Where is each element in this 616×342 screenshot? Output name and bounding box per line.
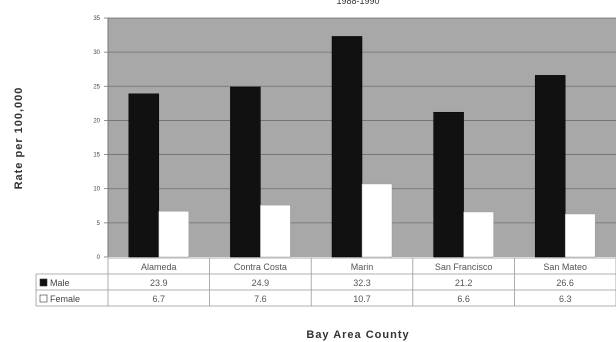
y-axis-ticks: 0 5 10 15 20 25 30 35 [93,16,108,261]
chart-title: 1988-1990 [336,0,379,6]
bar-male-alameda [128,93,160,258]
data-label-male: 26.6 [556,278,574,288]
bar-male-san-francisco [433,111,464,258]
y-tick-label: 15 [93,153,100,159]
legend-label-female: Female [50,294,80,304]
bar-male-marin [331,36,363,258]
data-label-female: 6.6 [457,294,470,304]
category-label: Marin [351,262,374,272]
bar-female-san-francisco [463,211,494,258]
bar-female-contra-costa [260,204,291,258]
y-tick-label: 20 [93,118,100,124]
y-tick-label: 25 [93,84,100,90]
category-label: Contra Costa [234,262,287,272]
bar-female-san-mateo [564,213,596,258]
y-tick-label: 30 [93,50,100,56]
y-axis-label: Rate per 100,000 [13,87,25,190]
bar-male-san-mateo [534,75,566,258]
data-label-male: 32.3 [353,278,371,288]
data-label-male: 24.9 [252,278,270,288]
bar-male-contra-costa [230,86,261,258]
y-tick-label: 0 [97,255,101,261]
data-label-female: 6.7 [153,294,166,304]
data-label-female: 10.7 [353,294,371,304]
y-tick-label: 10 [93,187,100,193]
legend-swatch-male [39,278,48,287]
data-label-male: 23.9 [150,278,168,288]
data-table: Alameda Contra Costa Marin San Francisco San… [35,257,616,307]
y-tick-label: 5 [97,221,101,227]
category-label: San Mateo [543,262,587,272]
x-axis-label: Bay Area County [306,329,409,341]
data-label-female: 7.6 [254,294,267,304]
category-label: San Francisco [435,262,493,272]
bar-female-alameda [158,210,190,258]
legend-label-male: Male [50,278,70,288]
bar-female-marin [361,183,393,258]
legend-swatch-female [39,294,48,303]
category-label: Alameda [141,262,177,272]
bars [128,36,596,258]
data-label-male: 21.2 [455,278,473,288]
data-label-female: 6.3 [559,294,572,304]
y-tick-label: 35 [93,16,100,22]
